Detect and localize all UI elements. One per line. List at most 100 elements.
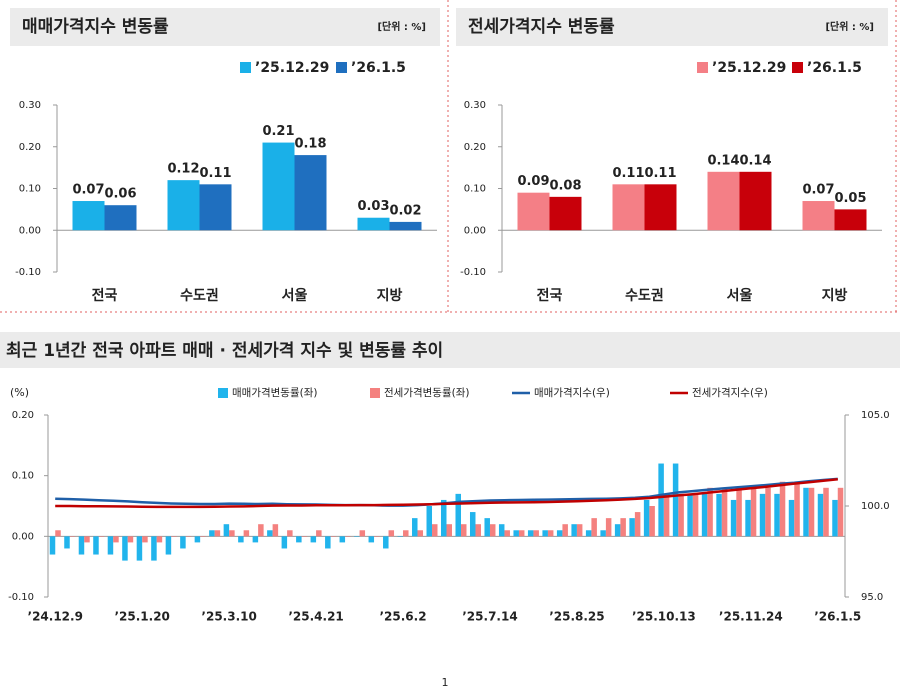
bar [229,530,235,537]
bar [432,524,438,537]
bar [600,530,606,537]
bar [644,184,677,231]
legend-label: 전세가격변동률(좌) [384,386,469,399]
legend-swatch [336,62,347,73]
bar [629,518,635,537]
value-label: 0.11 [199,166,231,181]
bar [504,530,510,537]
bar [750,487,757,537]
bar [701,493,708,537]
bar [142,536,148,543]
bar [374,536,380,537]
bar [446,524,452,537]
bar [614,524,621,537]
bar [774,493,780,537]
bar [64,536,70,549]
value-label: 0.03 [357,199,389,214]
value-label: 0.09 [517,174,549,189]
x-tick-label: ’25.8.25 [549,610,604,624]
bar [209,530,215,537]
x-tick-label: ’26.1.5 [814,610,861,624]
bar [658,463,664,537]
value-label: 0.08 [549,178,581,193]
bar [49,536,56,555]
y-tick-label: 0.20 [12,410,34,421]
bar [388,530,395,537]
bar [765,487,771,537]
bar [556,530,563,537]
bar [412,518,418,537]
x-tick-label: 서울 [282,287,308,304]
bar [663,493,670,537]
bar [262,142,295,231]
title-bar [10,8,440,46]
bar [98,536,105,537]
bar [549,196,582,231]
bar [104,205,137,231]
bar [72,201,105,231]
y-tick-label: 0.10 [12,471,34,482]
x-tick-label: 지방 [822,287,848,304]
y-tick-label: 0.00 [12,531,34,542]
bar [475,524,481,537]
x-tick-label: 서울 [727,287,753,304]
legend-label: 전세가격지수(우) [692,386,768,399]
x-tick-label: 지방 [377,287,403,304]
value-label: 0.21 [262,124,294,139]
bar [649,506,655,537]
y-tick-label: 0.30 [464,100,486,111]
bar [484,518,490,537]
bar [672,463,679,537]
x-tick-label: ’25.6.2 [379,610,426,624]
bar [739,171,772,231]
title-bar [456,8,888,46]
y-tick-label: -0.10 [8,592,34,603]
legend-swatch [792,62,803,73]
bar [808,487,815,537]
bar [223,524,230,537]
bar [547,530,554,537]
bar [171,536,177,537]
bar [69,536,76,537]
chart-title: 매매가격지수 변동률 [22,17,169,37]
bar [591,518,597,537]
bar [238,536,244,543]
bar [576,524,583,537]
y-tick-label: 0.00 [464,225,486,236]
bar [84,536,90,543]
value-label: 0.07 [72,183,104,198]
bar [243,530,250,537]
page-number: 1 [442,676,449,688]
value-label: 0.14 [707,153,739,168]
bar [78,536,85,555]
bar [426,506,433,537]
legend-swatch [370,388,380,398]
bar [339,536,346,543]
bar [122,536,128,561]
bar [107,536,114,555]
bar [794,481,800,537]
value-label: 0.05 [834,191,866,206]
bar [730,499,737,537]
value-label: 0.11 [612,166,644,181]
bar [93,536,99,555]
bar [489,524,496,537]
bar [837,487,844,537]
x-tick-label: 전국 [537,287,563,304]
x-tick-label: 수도권 [180,288,219,304]
y2-tick-label: 100.0 [861,501,890,512]
bar [533,530,539,537]
bar [692,493,699,537]
bar [779,481,786,537]
y-tick-label: 0.20 [464,142,486,153]
bar [156,536,163,543]
bar [441,499,447,537]
bar [127,536,134,543]
legend-label: 매매가격지수(우) [534,386,610,399]
bar [721,487,728,537]
bar [136,536,143,561]
bar [759,493,766,537]
bar [185,536,192,537]
bar [834,209,867,231]
y-tick-label: 0.10 [19,184,41,195]
